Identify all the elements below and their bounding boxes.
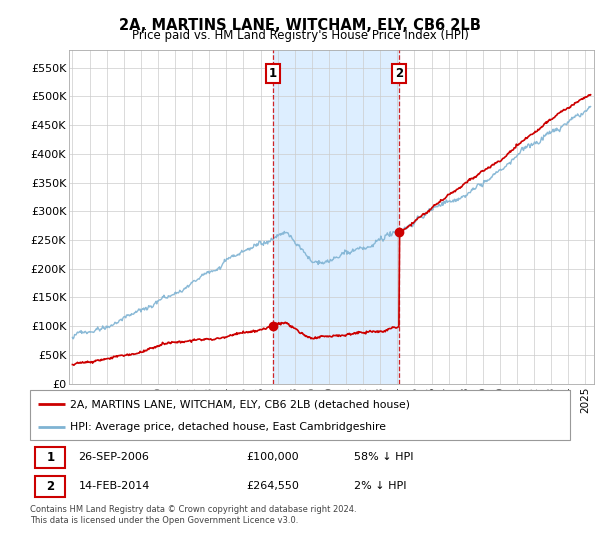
Text: 1: 1 — [46, 451, 55, 464]
Text: 2: 2 — [395, 67, 403, 80]
Text: HPI: Average price, detached house, East Cambridgeshire: HPI: Average price, detached house, East… — [71, 422, 386, 432]
Text: 26-SEP-2006: 26-SEP-2006 — [79, 452, 149, 463]
Text: 2% ↓ HPI: 2% ↓ HPI — [354, 481, 407, 491]
Text: £100,000: £100,000 — [246, 452, 299, 463]
Text: 2A, MARTINS LANE, WITCHAM, ELY, CB6 2LB (detached house): 2A, MARTINS LANE, WITCHAM, ELY, CB6 2LB … — [71, 399, 410, 409]
Bar — [273, 50, 400, 384]
Text: £264,550: £264,550 — [246, 481, 299, 491]
FancyBboxPatch shape — [30, 390, 570, 440]
Text: Price paid vs. HM Land Registry's House Price Index (HPI): Price paid vs. HM Land Registry's House … — [131, 29, 469, 42]
Text: 2: 2 — [46, 480, 55, 493]
Text: 1: 1 — [269, 67, 277, 80]
Text: Contains HM Land Registry data © Crown copyright and database right 2024.
This d: Contains HM Land Registry data © Crown c… — [30, 505, 356, 525]
Text: 2A, MARTINS LANE, WITCHAM, ELY, CB6 2LB: 2A, MARTINS LANE, WITCHAM, ELY, CB6 2LB — [119, 18, 481, 33]
Text: 58% ↓ HPI: 58% ↓ HPI — [354, 452, 413, 463]
Text: 14-FEB-2014: 14-FEB-2014 — [79, 481, 150, 491]
FancyBboxPatch shape — [35, 476, 65, 497]
FancyBboxPatch shape — [35, 447, 65, 468]
